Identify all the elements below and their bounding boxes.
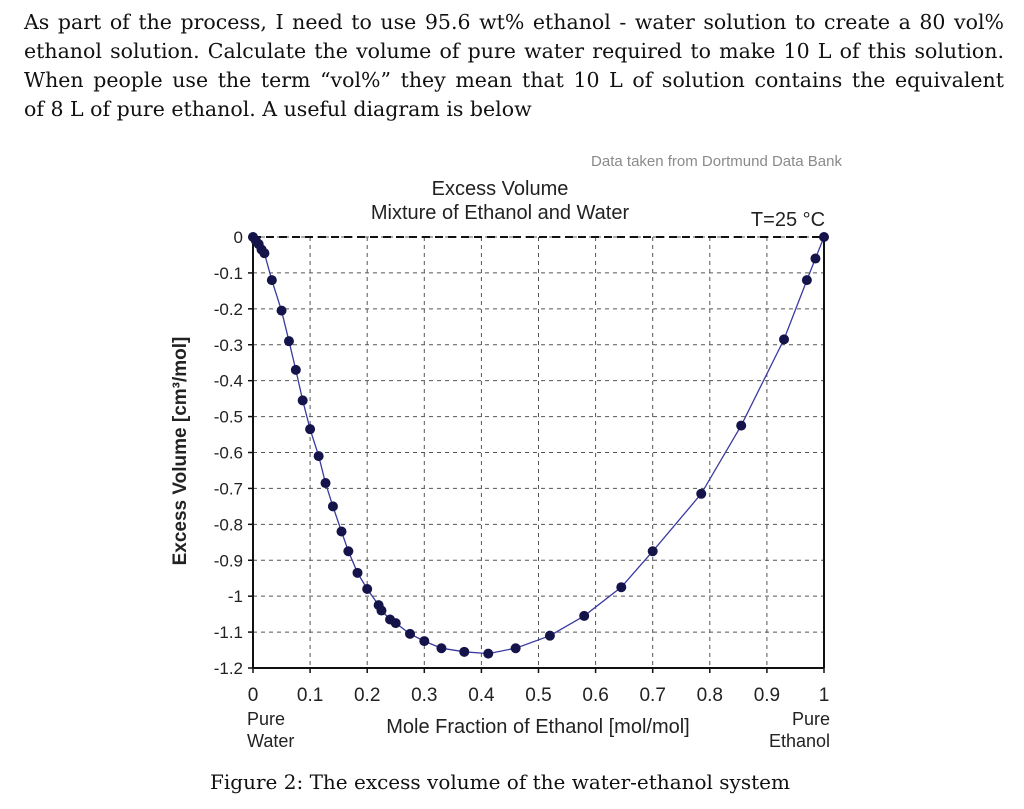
- y-tick-label: -1.1: [214, 623, 243, 642]
- data-point: [810, 253, 821, 264]
- data-point: [376, 605, 387, 616]
- x-right-label-line2: Ethanol: [769, 731, 830, 751]
- y-tick-label: -0.1: [214, 264, 243, 283]
- tick-labels: 0 -0.1 -0.2 -0.3 -0.4 -0.5 -0.6 -0.7 -0.8 -0.9 -1 -…: [214, 228, 830, 706]
- data-point: [779, 334, 790, 345]
- x-tick-label: 0.4: [468, 685, 495, 706]
- x-tick-label: 0.1: [297, 685, 323, 706]
- data-point: [801, 275, 812, 286]
- problem-line: ethanol solution. Calculate the volume o…: [24, 39, 1004, 63]
- data-point: [259, 248, 270, 259]
- y-tick-label: -0.4: [214, 372, 243, 391]
- data-point: [510, 643, 521, 654]
- x-tick-label: 1: [819, 685, 830, 706]
- data-point: [616, 582, 627, 593]
- x-tick-label: 0: [248, 685, 259, 706]
- y-tick-label: -1: [228, 587, 243, 606]
- data-point: [320, 478, 331, 489]
- data-point: [313, 451, 324, 462]
- data-point: [459, 646, 470, 657]
- x-right-label-line1: Pure: [792, 709, 830, 729]
- data-point: [305, 424, 316, 435]
- data-point: [736, 420, 747, 431]
- y-tick-label: -0.5: [214, 408, 243, 427]
- y-axis-label: Excess Volume [cm³/mol]: [170, 337, 191, 566]
- data-point: [436, 643, 447, 654]
- x-tick-label: 0.8: [697, 685, 723, 706]
- data-point: [290, 364, 301, 375]
- data-point: [343, 546, 354, 557]
- temperature-label: T=25 °C: [751, 209, 825, 231]
- data-series: [248, 232, 829, 659]
- data-point: [390, 618, 401, 629]
- y-tick-label: -0.8: [214, 515, 243, 534]
- problem-line: When people use the term “vol%” they mea…: [24, 68, 1004, 92]
- problem-statement: As part of the process, I need to use 95…: [24, 8, 1004, 124]
- x-tick-label: 0.3: [411, 685, 437, 706]
- excess-volume-chart: Data taken from Dortmund Data Bank Exces…: [170, 153, 842, 751]
- data-point: [483, 648, 494, 659]
- x-tick-label: 0.2: [354, 685, 380, 706]
- data-point: [647, 546, 658, 557]
- data-point: [327, 501, 338, 512]
- x-tick-label: 0.6: [582, 685, 608, 706]
- y-tick-label: -0.9: [214, 551, 243, 570]
- x-left-label-line1: Pure: [247, 709, 285, 729]
- data-point: [405, 628, 416, 639]
- data-point: [336, 526, 347, 537]
- x-tick-label: 0.7: [639, 685, 665, 706]
- chart-subtitle: Mixture of Ethanol and Water: [371, 202, 630, 224]
- data-point: [362, 583, 373, 594]
- x-left-label-line2: Water: [247, 731, 294, 751]
- figure-caption-wrap: Figure 2: The excess volume of the water…: [0, 770, 1000, 794]
- data-point: [544, 630, 555, 641]
- data-point: [579, 610, 590, 621]
- y-tick-label: -1.2: [214, 659, 243, 678]
- y-tick-label: -0.2: [214, 300, 243, 319]
- y-tick-label: 0: [234, 228, 243, 247]
- y-tick-label: -0.3: [214, 336, 243, 355]
- x-tick-label: 0.5: [525, 685, 551, 706]
- data-point: [266, 275, 277, 286]
- problem-line: As part of the process, I need to use 95…: [24, 10, 1004, 34]
- data-point: [819, 232, 829, 242]
- data-point: [297, 395, 308, 406]
- source-note: Data taken from Dortmund Data Bank: [591, 153, 842, 170]
- x-axis-label: Mole Fraction of Ethanol [mol/mol]: [386, 716, 689, 738]
- data-point: [419, 636, 430, 647]
- grid: [253, 236, 824, 668]
- data-point: [696, 488, 707, 499]
- y-tick-label: -0.7: [214, 479, 243, 498]
- chart-title: Excess Volume: [432, 178, 569, 200]
- data-point: [276, 305, 287, 316]
- x-tick-label: 0.9: [754, 685, 780, 706]
- data-point: [352, 567, 363, 578]
- figure-caption: Figure 2: The excess volume of the water…: [210, 770, 790, 794]
- problem-line: of 8 L of pure ethanol. A useful diagram…: [24, 97, 532, 121]
- data-point: [283, 336, 294, 347]
- y-tick-label: -0.6: [214, 444, 243, 463]
